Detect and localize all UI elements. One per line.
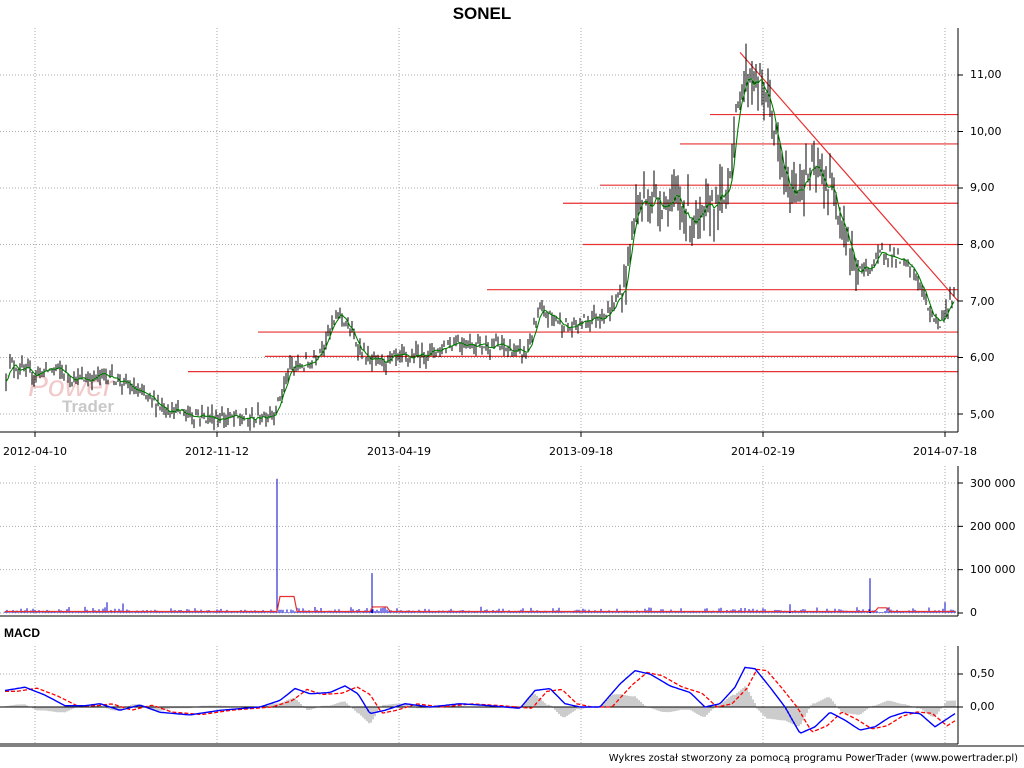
macd-label: MACD (4, 626, 40, 640)
volume-y-tick: 200 000 (970, 520, 1016, 533)
volume-y-tick: 0 (970, 606, 977, 619)
x-tick: 2013-04-19 (367, 445, 431, 458)
price-y-tick: 7,00 (970, 295, 995, 308)
volume-bars (4, 478, 956, 613)
trend-line (739, 52, 959, 302)
chart-title: SONEL (453, 4, 512, 23)
price-y-tick: 6,00 (970, 351, 995, 364)
macd-signal-line (5, 668, 956, 733)
price-series (5, 43, 955, 431)
footer-credit: Wykres został stworzony za pomocą progra… (609, 753, 1018, 764)
price-panel: 5,00 6,00 7,00 8,00 9,00 10,00 11,00 201… (0, 28, 1002, 458)
x-tick: 2012-11-12 (185, 445, 249, 458)
volume-average-line (5, 595, 955, 613)
price-y-tick: 8,00 (970, 238, 995, 251)
x-tick: 2014-02-19 (731, 445, 795, 458)
volume-y-tick: 100 000 (970, 563, 1016, 576)
x-tick: 2013-09-18 (549, 445, 613, 458)
macd-grid (0, 646, 963, 744)
x-tick: 2012-04-10 (3, 445, 67, 458)
moving-average-line (5, 78, 955, 422)
price-y-ticks: 5,00 6,00 7,00 8,00 9,00 10,00 11,00 (970, 68, 1002, 421)
volume-y-tick: 300 000 (970, 477, 1016, 490)
price-y-tick: 9,00 (970, 181, 995, 194)
macd-line (4, 666, 956, 734)
volume-bars (4, 478, 956, 613)
price-y-tick: 5,00 (970, 408, 995, 421)
price-bars (5, 43, 955, 431)
macd-y-tick: 0,00 (970, 700, 995, 713)
macd-y-tick: 0,50 (970, 667, 995, 680)
price-x-ticks: 2012-04-10 2012-11-12 2013-04-19 2013-09… (3, 445, 977, 458)
x-tick: 2014-07-18 (913, 445, 977, 458)
macd-series (0, 666, 958, 734)
price-y-tick: 11,00 (970, 68, 1002, 81)
watermark-line2: Trader (62, 397, 114, 416)
macd-panel: MACD 0,50 0,00 (0, 626, 995, 745)
volume-panel: 300 000 200 000 100 000 0 (0, 466, 1016, 619)
price-y-tick: 10,00 (970, 125, 1002, 138)
price-grid (0, 28, 963, 437)
volume-grid (0, 466, 963, 616)
price-levels (188, 52, 959, 373)
